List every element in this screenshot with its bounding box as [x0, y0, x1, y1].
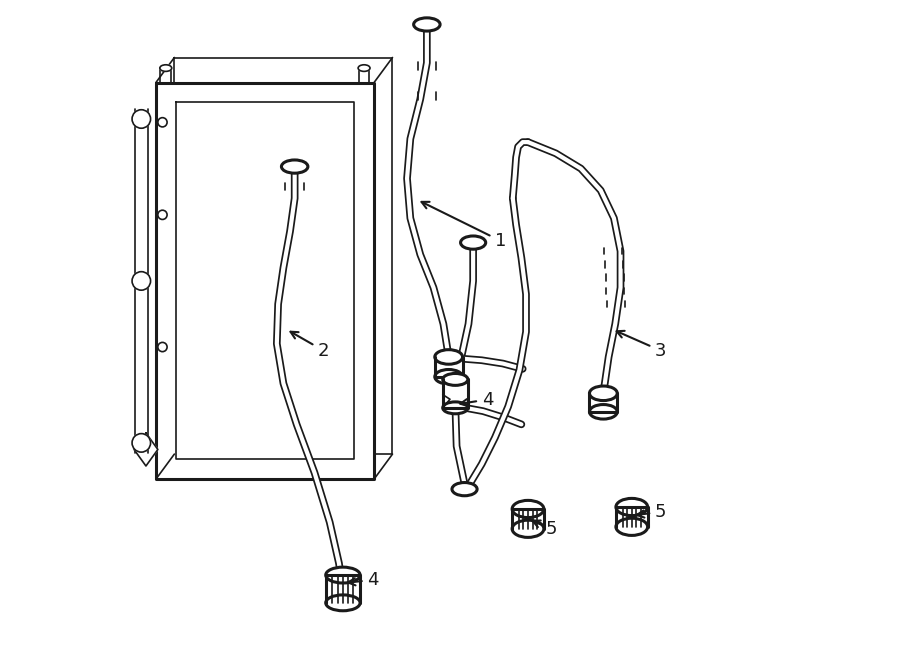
Ellipse shape [616, 518, 648, 535]
Polygon shape [134, 433, 158, 466]
Ellipse shape [435, 350, 463, 364]
Ellipse shape [590, 386, 617, 401]
Ellipse shape [512, 500, 544, 518]
Ellipse shape [326, 567, 360, 583]
Text: 5: 5 [637, 503, 666, 521]
Ellipse shape [616, 498, 648, 516]
Circle shape [132, 110, 150, 128]
Ellipse shape [452, 483, 477, 496]
Polygon shape [326, 575, 360, 603]
Ellipse shape [590, 405, 617, 419]
Ellipse shape [461, 236, 486, 249]
Ellipse shape [326, 595, 360, 611]
Circle shape [132, 272, 150, 290]
Text: 5: 5 [533, 520, 557, 538]
Polygon shape [135, 109, 148, 453]
Polygon shape [512, 509, 544, 529]
Circle shape [132, 434, 150, 452]
Ellipse shape [358, 65, 370, 71]
Polygon shape [435, 357, 463, 377]
Text: 2: 2 [291, 332, 329, 360]
Ellipse shape [414, 18, 440, 31]
Text: 4: 4 [460, 391, 493, 408]
Ellipse shape [512, 520, 544, 537]
Ellipse shape [443, 402, 468, 414]
Polygon shape [590, 393, 617, 412]
Text: 1: 1 [421, 202, 507, 250]
Text: 3: 3 [616, 331, 666, 360]
Ellipse shape [435, 369, 463, 384]
Polygon shape [443, 379, 468, 408]
Ellipse shape [160, 65, 172, 71]
Ellipse shape [443, 373, 468, 385]
Polygon shape [616, 507, 648, 527]
Text: 4: 4 [348, 571, 379, 589]
Ellipse shape [282, 160, 308, 173]
Polygon shape [156, 83, 374, 479]
